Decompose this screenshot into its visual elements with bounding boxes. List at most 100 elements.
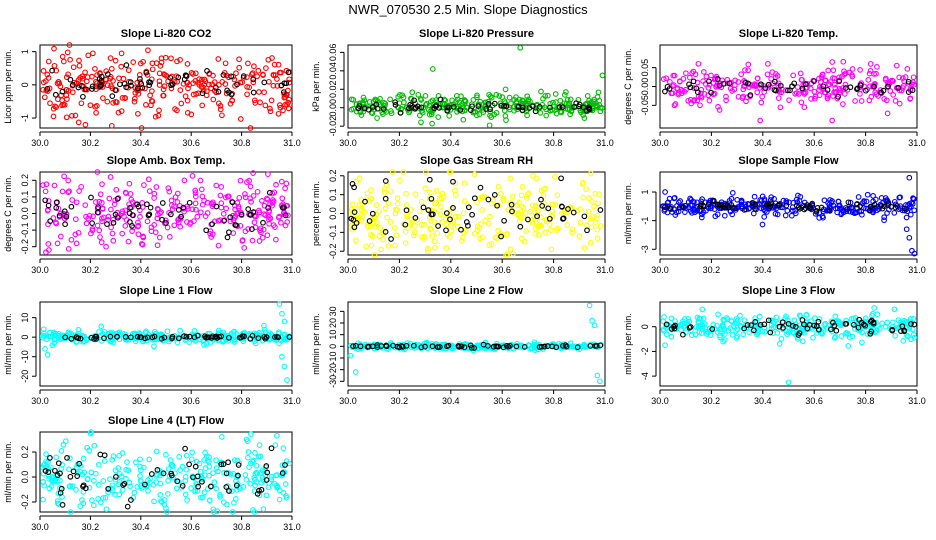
point: [202, 213, 209, 219]
point: [870, 198, 876, 205]
point: [433, 187, 440, 194]
point: [754, 331, 760, 338]
point: [870, 193, 876, 199]
point: [245, 449, 252, 455]
point-black: [795, 204, 802, 210]
point: [149, 60, 156, 67]
point: [859, 211, 865, 218]
point: [137, 456, 143, 463]
point: [54, 500, 61, 507]
point: [792, 208, 799, 214]
point: [191, 327, 198, 334]
x-tick-label: 30.6: [805, 396, 823, 406]
point: [837, 87, 844, 93]
point: [552, 174, 558, 180]
point-black: [843, 321, 850, 327]
point: [283, 492, 289, 499]
point: [168, 197, 175, 204]
point-black: [785, 87, 791, 94]
point: [135, 110, 141, 117]
point: [282, 481, 289, 487]
point: [665, 199, 672, 206]
point: [710, 198, 716, 205]
point: [394, 195, 401, 201]
point: [668, 333, 675, 340]
x-tick-label: 30.0: [651, 396, 669, 406]
point-black: [226, 334, 232, 341]
point: [219, 79, 226, 85]
point: [765, 84, 772, 91]
point-black: [151, 333, 158, 340]
y-tick-label: 30: [328, 306, 338, 316]
point: [732, 77, 738, 84]
point: [173, 485, 180, 492]
x-tick-label: 30.2: [82, 138, 100, 148]
point: [182, 93, 189, 100]
point: [911, 334, 918, 341]
point: [892, 98, 899, 104]
point: [369, 233, 376, 240]
point: [89, 227, 96, 234]
point-black: [836, 78, 842, 85]
point: [423, 102, 429, 108]
point: [812, 93, 819, 100]
outlier-point: [765, 61, 771, 67]
point: [867, 83, 873, 90]
point: [795, 192, 801, 199]
point: [350, 96, 357, 103]
point: [418, 119, 424, 126]
point: [845, 331, 851, 337]
point: [233, 70, 239, 77]
point: [831, 81, 838, 88]
point-black: [260, 219, 266, 226]
point: [192, 338, 199, 344]
point: [193, 206, 199, 213]
point: [75, 470, 82, 477]
point: [699, 306, 706, 313]
point: [564, 97, 571, 103]
point-black: [485, 100, 492, 107]
point: [773, 314, 780, 321]
point: [596, 191, 603, 198]
point: [716, 107, 723, 113]
point: [159, 499, 165, 505]
point-black: [402, 221, 409, 228]
point: [51, 62, 58, 69]
chart-title: Slope Li-820 Pressure: [419, 28, 534, 40]
point: [738, 198, 745, 205]
point: [700, 69, 707, 75]
point-black: [575, 103, 582, 110]
point-black: [501, 217, 507, 224]
point: [870, 310, 876, 317]
point: [64, 49, 71, 56]
point: [474, 227, 481, 234]
point: [50, 105, 57, 112]
point: [152, 113, 159, 120]
plot-frame: [659, 301, 918, 387]
point-black: [783, 202, 790, 209]
point: [254, 188, 261, 195]
point: [231, 76, 238, 83]
point: [663, 331, 670, 338]
point: [156, 82, 163, 88]
point-black: [89, 220, 95, 226]
point: [580, 112, 586, 118]
point: [126, 180, 133, 187]
point: [123, 475, 129, 482]
point: [686, 74, 693, 81]
outlier-point: [276, 301, 283, 307]
point: [841, 68, 847, 75]
point-black: [109, 93, 116, 99]
point: [59, 97, 65, 104]
point-black: [213, 203, 220, 210]
point: [898, 87, 905, 94]
point: [764, 71, 771, 78]
point-black: [905, 78, 912, 85]
point-black: [195, 483, 201, 490]
point: [872, 80, 878, 87]
point-black: [787, 87, 793, 94]
point: [857, 67, 863, 73]
point: [549, 201, 556, 208]
point-black: [777, 82, 784, 89]
